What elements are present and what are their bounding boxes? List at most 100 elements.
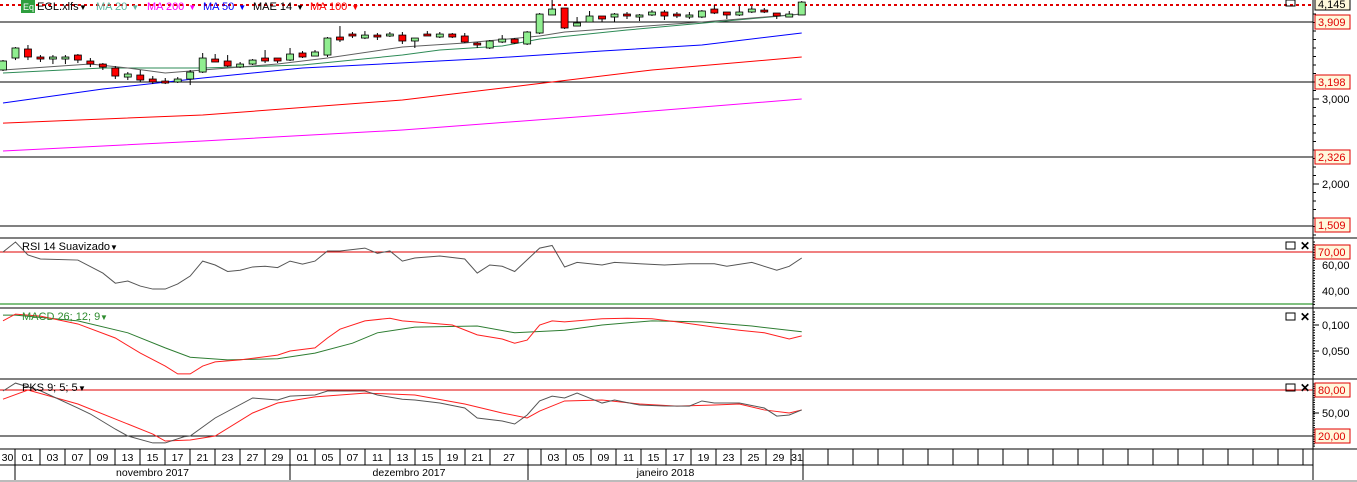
candle[interactable] xyxy=(735,6,744,17)
candle[interactable] xyxy=(286,47,294,61)
legend-dropdown-icon[interactable]: ▼ xyxy=(238,3,246,12)
candle[interactable] xyxy=(49,55,57,65)
candle[interactable] xyxy=(573,17,581,27)
candle[interactable] xyxy=(772,12,781,19)
candle[interactable] xyxy=(198,52,207,73)
candle[interactable] xyxy=(73,54,82,64)
candle[interactable] xyxy=(523,31,532,46)
candle[interactable] xyxy=(510,38,519,44)
candle[interactable] xyxy=(535,13,544,35)
candle[interactable] xyxy=(485,39,494,50)
candle[interactable] xyxy=(398,31,407,44)
candle[interactable] xyxy=(361,31,369,40)
pks-panel[interactable]: PKS 9; 5; 5 ▼ ✕ xyxy=(0,381,1313,444)
candle[interactable] xyxy=(410,37,419,48)
legend-item[interactable]: MA 20 xyxy=(96,1,127,13)
candle[interactable] xyxy=(635,14,644,22)
candle-body xyxy=(548,8,557,16)
candle[interactable] xyxy=(148,76,157,85)
maximize-icon[interactable] xyxy=(1285,0,1296,7)
candle[interactable] xyxy=(710,5,719,15)
candle[interactable] xyxy=(448,33,457,39)
candle[interactable] xyxy=(298,51,307,59)
candle[interactable] xyxy=(623,12,631,19)
candle[interactable] xyxy=(173,77,182,84)
tick-label: 0,100 xyxy=(1322,320,1350,332)
candle[interactable] xyxy=(673,12,681,19)
legend-item[interactable]: MA 50 xyxy=(203,1,234,13)
candle[interactable] xyxy=(760,8,769,14)
candle[interactable] xyxy=(248,59,257,65)
candle[interactable] xyxy=(460,33,469,44)
candle[interactable] xyxy=(223,55,232,68)
candle[interactable] xyxy=(261,50,269,64)
candle[interactable] xyxy=(498,35,507,44)
candle[interactable] xyxy=(136,70,145,82)
candle[interactable] xyxy=(98,63,107,71)
symbol-label[interactable]: EGL.xlfs xyxy=(37,1,79,13)
candle[interactable] xyxy=(211,54,220,63)
candle[interactable] xyxy=(336,26,344,43)
candle[interactable] xyxy=(348,31,357,39)
macd-title[interactable]: MACD 26; 12; 9 xyxy=(22,311,100,323)
candle[interactable] xyxy=(24,45,32,61)
candle[interactable] xyxy=(0,60,7,72)
candle[interactable] xyxy=(598,15,606,23)
legend-dropdown-icon[interactable]: ▼ xyxy=(188,3,196,12)
rsi-maximize-icon[interactable] xyxy=(1285,241,1296,250)
candle[interactable] xyxy=(11,47,20,61)
candle[interactable] xyxy=(722,11,731,19)
candle[interactable] xyxy=(560,7,569,30)
candle[interactable] xyxy=(660,10,669,21)
candle[interactable] xyxy=(385,31,394,38)
rsi-close-icon[interactable]: ✕ xyxy=(1300,239,1310,253)
legend-item[interactable]: MAE 14 xyxy=(253,1,292,13)
rsi-title[interactable]: RSI 14 Suavizado xyxy=(22,241,110,253)
candle[interactable] xyxy=(423,31,432,37)
macd-panel[interactable]: MACD 26; 12; 9 ▼ ✕ xyxy=(2,310,1310,375)
pks-close-icon[interactable]: ✕ xyxy=(1300,381,1310,395)
candle[interactable] xyxy=(323,37,332,57)
candle[interactable] xyxy=(236,62,245,69)
candle[interactable] xyxy=(311,50,319,57)
candle[interactable] xyxy=(585,10,594,23)
macd-dropdown-icon[interactable]: ▼ xyxy=(100,313,108,322)
candle[interactable] xyxy=(747,6,756,14)
legend-dropdown-icon[interactable]: ▼ xyxy=(131,3,139,12)
candle[interactable] xyxy=(548,0,557,16)
rsi-dropdown-icon[interactable]: ▼ xyxy=(110,243,118,252)
legend-item[interactable]: MA 100 xyxy=(310,1,347,13)
candle[interactable] xyxy=(36,55,45,63)
legend-dropdown-icon[interactable]: ▼ xyxy=(296,3,304,12)
candle[interactable] xyxy=(785,10,794,18)
candle[interactable] xyxy=(697,10,706,19)
candle[interactable] xyxy=(685,12,694,19)
candle[interactable] xyxy=(373,33,382,40)
level-label: 70,00 xyxy=(1318,247,1346,259)
pks-dropdown-icon[interactable]: ▼ xyxy=(78,384,86,393)
rsi-panel[interactable]: RSI 14 Suavizado ▼ ✕ xyxy=(0,239,1313,305)
pks-title[interactable]: PKS 9; 5; 5 xyxy=(22,382,78,394)
date-axis[interactable]: 30 01 03 07 09 13 15 17 21 23 27 29 01 05 07 11 13 15 19 21… xyxy=(2,449,1304,481)
legend-dropdown-icon[interactable]: ▼ xyxy=(351,3,359,12)
symbol-dropdown-icon[interactable]: ▼ xyxy=(79,3,87,12)
candle[interactable] xyxy=(648,10,656,17)
candle[interactable] xyxy=(86,58,95,68)
candle[interactable] xyxy=(123,72,132,81)
candle[interactable] xyxy=(273,57,282,64)
candle[interactable] xyxy=(610,13,619,23)
macd-close-icon[interactable]: ✕ xyxy=(1300,310,1310,324)
price-panel[interactable]: Eq EGL.xlfs ▼ MA 20 ▼ MA 200 ▼ MA 50 ▼ MAE 14 ▼… xyxy=(0,0,1313,227)
legend-item[interactable]: MA 200 xyxy=(147,1,184,13)
candle[interactable] xyxy=(111,66,120,80)
value-axis[interactable]: 4,145 3,909 3,198 2,326 1,509 3,000 2,00… xyxy=(1314,0,1351,444)
candle[interactable] xyxy=(797,1,806,16)
candle[interactable] xyxy=(186,70,195,86)
candle[interactable] xyxy=(61,55,70,65)
candle[interactable] xyxy=(435,31,444,39)
candle[interactable] xyxy=(473,42,482,48)
pks-maximize-icon[interactable] xyxy=(1285,383,1296,392)
macd-maximize-icon[interactable] xyxy=(1285,312,1296,321)
candle[interactable] xyxy=(161,77,170,85)
